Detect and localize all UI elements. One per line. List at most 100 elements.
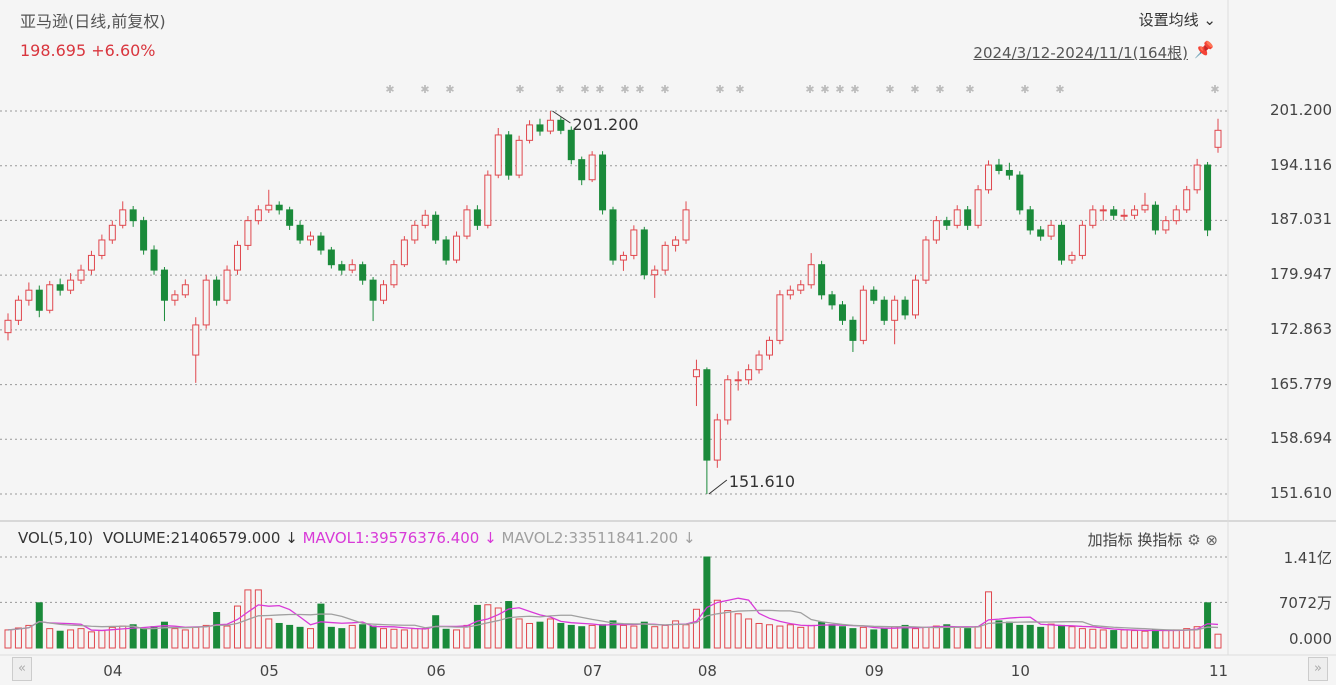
candle-up (453, 235, 461, 261)
volume-bar (807, 624, 815, 649)
volume-bar (870, 629, 878, 649)
event-marker-icon: ✱ (885, 83, 894, 96)
candle-up (202, 279, 210, 326)
candle-up (1099, 209, 1107, 212)
volume-bar (964, 628, 972, 649)
volume-bar (912, 628, 919, 649)
volume-axis-label: 0.000 (1289, 630, 1332, 648)
volume-bar (859, 626, 867, 649)
pin-icon[interactable]: 📌 (1194, 40, 1214, 59)
volume-bar (1005, 621, 1013, 649)
volume-bar (526, 622, 534, 649)
scroll-right-button[interactable]: » (1308, 657, 1328, 681)
candle-down (1037, 229, 1045, 237)
event-marker-icon: ✱ (805, 83, 814, 96)
candle-up (1131, 209, 1139, 216)
volume-bar (4, 629, 12, 649)
candle-up (1089, 209, 1097, 226)
month-label: 10 (1010, 662, 1030, 680)
volume-bar (797, 626, 805, 649)
candle-up (974, 189, 982, 226)
price-change: +6.60% (91, 41, 156, 60)
volume-bar (672, 620, 680, 649)
volume-bar (838, 626, 846, 649)
price-axis-label: 172.863 (1269, 319, 1332, 338)
candle-down (838, 304, 846, 321)
candle-down (880, 299, 888, 321)
volume-bar (692, 608, 700, 649)
candle-down (964, 209, 972, 226)
price-axis-label: 179.947 (1269, 265, 1332, 284)
candle-up (713, 419, 721, 461)
volume-bar (922, 626, 930, 649)
candle-up (181, 284, 189, 296)
candle-down (150, 249, 158, 271)
candle-up (619, 254, 627, 261)
volume-bar (338, 628, 346, 649)
candle-up (390, 264, 398, 286)
volume-bar (755, 622, 763, 649)
candle-down (1005, 169, 1013, 176)
candle-up (87, 254, 95, 271)
event-marker-icon: ✱ (910, 83, 919, 96)
candle-down (432, 214, 440, 241)
mavol1-value: MAVOL1:39576376.400 (302, 529, 480, 547)
volume-bar (296, 626, 304, 649)
candle-down (213, 279, 221, 301)
candle-up (254, 209, 262, 222)
scroll-left-button[interactable]: « (12, 657, 32, 681)
event-marker-icon: ✱ (445, 83, 454, 96)
volume-bar (640, 621, 648, 649)
volume-bar (1172, 629, 1180, 649)
volume-bar (442, 628, 450, 649)
candle-up (745, 369, 753, 381)
candle-up (912, 279, 919, 316)
candle-up (859, 289, 867, 341)
arrow-down-icon: ↓ (683, 529, 696, 547)
volume-bar (682, 624, 690, 649)
candle-up (807, 264, 815, 286)
ma-settings-button[interactable]: 设置均线 ⌄ (1139, 9, 1216, 30)
candle-down (56, 284, 64, 291)
month-label: 04 (103, 662, 123, 680)
candle-up (119, 209, 127, 226)
price-axis-label: 187.031 (1269, 210, 1332, 229)
volume-bar (67, 629, 75, 649)
price-axis-label: 151.610 (1269, 484, 1332, 502)
candle-up (307, 235, 314, 241)
date-range-link[interactable]: 2024/3/12-2024/11/1(164根) (973, 44, 1188, 62)
event-marker-icon: ✱ (735, 83, 744, 96)
month-label: 11 (1209, 662, 1229, 680)
candle-down (160, 269, 168, 301)
candle-up (108, 224, 116, 241)
candle-up (14, 299, 22, 321)
candle-down (828, 294, 836, 306)
volume-bar (265, 618, 273, 649)
volume-bar (505, 601, 513, 649)
volume-bar (1068, 626, 1076, 649)
candle-up (46, 284, 54, 311)
candle-down (359, 264, 367, 281)
candle-up (526, 124, 534, 141)
month-label: 06 (426, 662, 446, 680)
volume-bar (745, 618, 753, 649)
close-icon[interactable]: ⊗ (1205, 531, 1218, 549)
candle-down (338, 264, 346, 271)
volume-axis-label: 7072万 (1278, 594, 1332, 613)
volume-bar (651, 626, 659, 649)
chevron-down-icon: ⌄ (1203, 11, 1216, 29)
volume-bar (901, 624, 909, 649)
add-indicator-button[interactable]: 加指标 (1087, 531, 1133, 549)
volume-bar (1110, 630, 1118, 649)
volume-bar (1151, 629, 1159, 649)
mavol2-line (7, 609, 1219, 631)
switch-indicator-button[interactable]: 换指标 (1137, 531, 1183, 549)
volume-bar (275, 622, 283, 649)
volume-bar (150, 626, 158, 649)
gear-icon[interactable]: ⚙ (1187, 531, 1201, 549)
candle-down (369, 279, 377, 301)
candle-down (1058, 224, 1066, 261)
volume-bar (786, 624, 794, 649)
candle-down (275, 204, 283, 211)
